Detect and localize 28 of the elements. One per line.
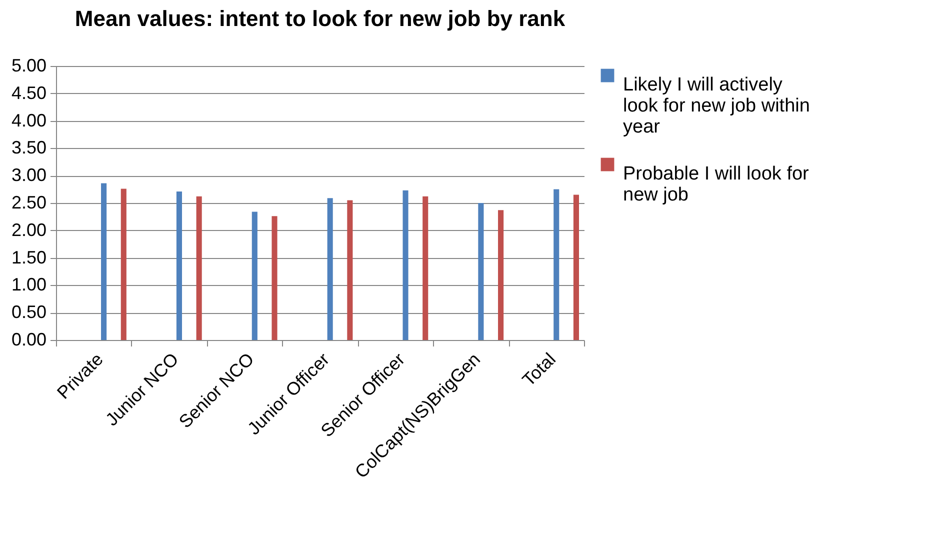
y-tick-label: 3.50 [11,138,46,158]
bar [573,194,579,340]
legend-label: Likely I will actively look for new job within year [623,74,810,138]
y-tick-label: 2.50 [11,192,46,212]
y-tick-label: 5.00 [11,56,46,76]
bar [196,196,202,340]
bar [347,200,353,340]
y-tick-label: 3.00 [11,165,46,186]
y-tick-label: 1.50 [11,247,46,268]
y-tick-label: 1.00 [11,274,46,295]
y-tick-label: 0.00 [11,330,46,350]
bar [422,196,428,340]
bar [478,203,484,340]
bar [272,216,278,340]
y-tick-label: 2.00 [11,220,46,240]
y-tick-label: 4.00 [11,110,46,130]
bar [252,212,258,340]
bar [554,189,560,340]
chart-title: Mean values: intent to look for new job by rank [74,6,566,31]
bar [176,191,182,340]
y-tick-label: 0.50 [11,302,46,322]
legend-label: Probable I will look for new job [623,164,810,206]
bar [327,198,333,340]
y-tick-label: 4.50 [11,82,46,103]
bar [498,210,504,340]
bar [101,183,107,340]
bar [402,190,408,340]
bar [120,188,126,340]
